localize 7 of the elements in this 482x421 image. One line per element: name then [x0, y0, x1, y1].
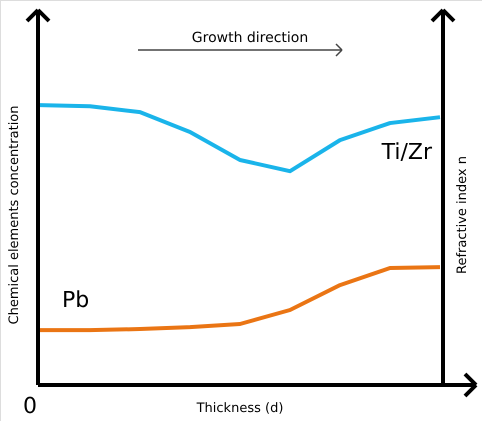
text: Growth direction	[192, 30, 308, 46]
y2-axis-title: Refractive index n	[455, 156, 470, 274]
x-axis-title: Thickness (d)	[196, 401, 284, 416]
text: 0	[23, 394, 37, 419]
y-axis-title: Chemical elements concentration	[7, 106, 22, 324]
series-label: Ti/Zr	[380, 140, 433, 165]
series-label: Pb	[62, 288, 90, 313]
